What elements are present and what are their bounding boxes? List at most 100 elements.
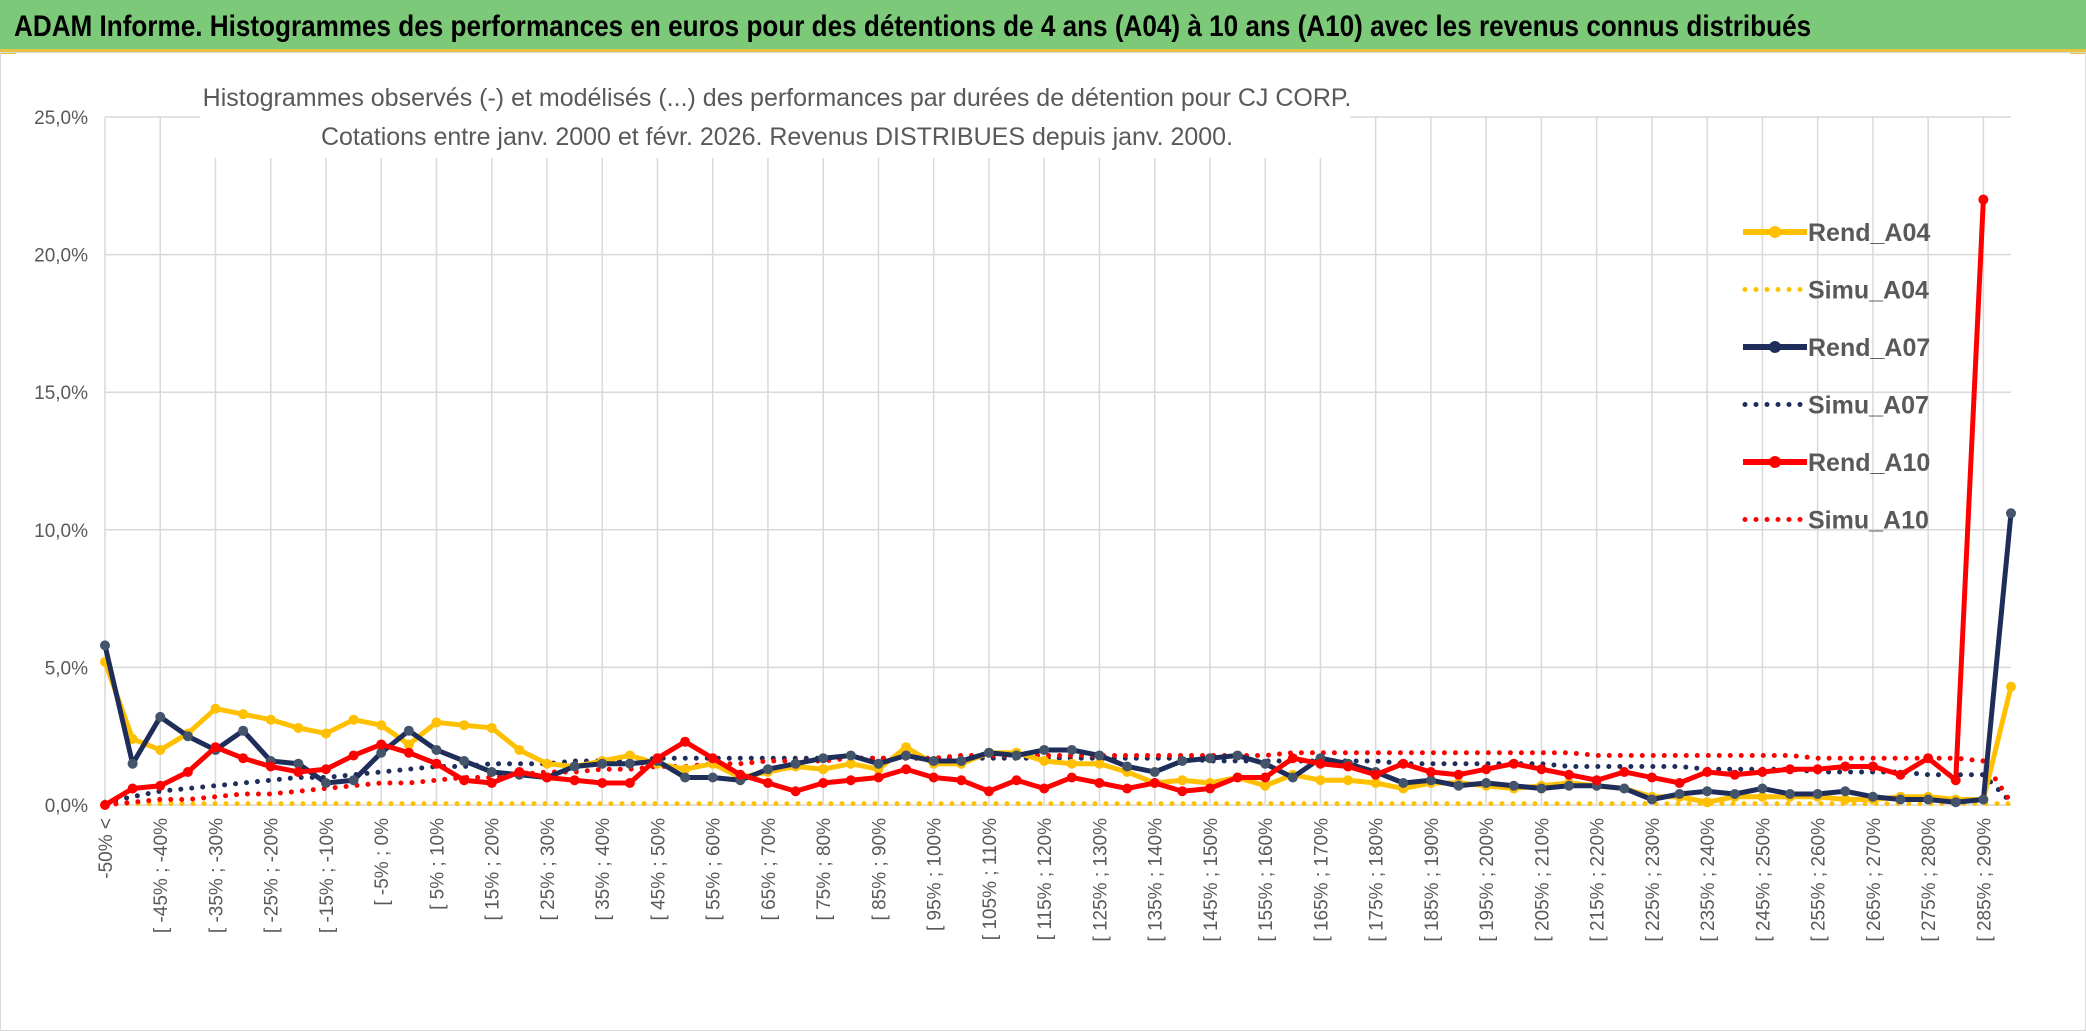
data-point [265, 761, 276, 772]
series-rend-a10 [100, 194, 1989, 810]
data-point [238, 709, 249, 720]
legend-item: Simu_A07 [1742, 392, 1929, 420]
data-point [376, 739, 387, 750]
data-point [1066, 758, 1077, 769]
data-point [1398, 758, 1409, 769]
data-point [376, 747, 387, 758]
data-point [1674, 788, 1685, 799]
data-point [127, 733, 138, 744]
data-point [486, 722, 497, 733]
legend-item: Rend_A07 [1743, 334, 1930, 362]
data-point [210, 742, 221, 753]
x-tick-label: [ 225% ; 230% [1643, 818, 1664, 942]
series-simu-a10 [102, 750, 2014, 808]
data-point [1840, 786, 1851, 797]
x-tick-label: [ 155% ; 160% [1256, 818, 1277, 942]
data-point [1370, 769, 1381, 780]
corner-accent-right [2070, 49, 2086, 54]
data-point [845, 750, 856, 761]
data-point [155, 711, 166, 722]
data-point [1204, 783, 1215, 794]
data-point [1785, 788, 1796, 799]
x-tick-label: [ 115% ; 120% [1035, 818, 1056, 940]
data-point [707, 753, 718, 764]
data-point [127, 783, 138, 794]
legend-marker [1769, 341, 1781, 353]
data-point [1260, 780, 1271, 791]
x-tick-label: [ 215% ; 220% [1588, 818, 1609, 942]
data-point [1066, 744, 1077, 755]
legend-marker [1769, 456, 1781, 468]
data-point [624, 758, 635, 769]
data-point [1039, 755, 1050, 766]
data-point [1177, 755, 1188, 766]
data-point [348, 714, 359, 725]
data-point [1453, 780, 1464, 791]
data-point [652, 753, 663, 764]
data-point [1204, 753, 1215, 764]
x-tick-label: [ 105% ; 110% [980, 818, 1001, 940]
data-point [624, 777, 635, 788]
data-point [1785, 764, 1796, 775]
data-point [1591, 775, 1602, 786]
data-point [1508, 780, 1519, 791]
data-point [1950, 775, 1961, 786]
data-point [320, 728, 331, 739]
data-point [1094, 750, 1105, 761]
data-point [1039, 783, 1050, 794]
x-axis: -50% < [ -45% ; -40% [ -35% ; -30% [ -25% ;… [96, 818, 1995, 942]
series-line [102, 513, 2014, 805]
data-point [1011, 750, 1022, 761]
data-point [2006, 681, 2016, 692]
data-point [514, 744, 525, 755]
series-simu-a07 [102, 755, 2014, 805]
data-point [1840, 761, 1851, 772]
data-point [680, 736, 691, 747]
data-point [818, 764, 829, 775]
x-tick-label: [ 5% ; 10% [427, 818, 448, 910]
chart-subtitle: Histogrammes observés (-) et modélisés (… [200, 76, 1351, 158]
data-point [486, 766, 497, 777]
data-point [1094, 777, 1105, 788]
data-point [1425, 775, 1436, 786]
data-point [100, 640, 110, 651]
data-point [1619, 766, 1630, 777]
data-point [1066, 772, 1077, 783]
data-point [403, 725, 414, 736]
x-tick-label: [ 275% ; 280% [1919, 818, 1940, 942]
data-point [1895, 769, 1906, 780]
data-point [348, 775, 359, 786]
data-point [182, 766, 193, 777]
data-point [486, 777, 497, 788]
data-point [1481, 777, 1492, 788]
data-point [1867, 761, 1878, 772]
page-title: ADAM Informe. Histogrammes des performan… [14, 10, 1812, 43]
data-point [928, 772, 939, 783]
data-point [1564, 769, 1575, 780]
x-tick-label: [ -5% ; 0% [372, 818, 393, 906]
data-point [597, 777, 608, 788]
data-point [1232, 750, 1243, 761]
chart-subtitle-line1: Histogrammes observés (-) et modélisés (… [203, 84, 1352, 112]
data-point [680, 764, 691, 775]
series-layer [100, 194, 2016, 810]
x-tick-label: [ 195% ; 200% [1477, 818, 1498, 942]
data-point [1287, 772, 1298, 783]
x-tick-label: [ 55% ; 60% [704, 818, 725, 921]
x-tick-label: [ 135% ; 140% [1146, 818, 1167, 942]
x-tick-label: [ 175% ; 180% [1367, 818, 1388, 942]
data-point [1536, 783, 1547, 794]
data-point [569, 761, 580, 772]
data-point [762, 764, 773, 775]
data-point [790, 758, 801, 769]
data-point [514, 766, 525, 777]
x-tick-label: [ 285% ; 290% [1974, 818, 1995, 942]
x-tick-label: [ 125% ; 130% [1090, 818, 1111, 942]
data-point [873, 772, 884, 783]
data-point [1729, 788, 1740, 799]
data-point [155, 744, 166, 755]
data-point [100, 800, 110, 810]
legend-label: Rend_A10 [1808, 449, 1930, 477]
data-point [431, 758, 442, 769]
